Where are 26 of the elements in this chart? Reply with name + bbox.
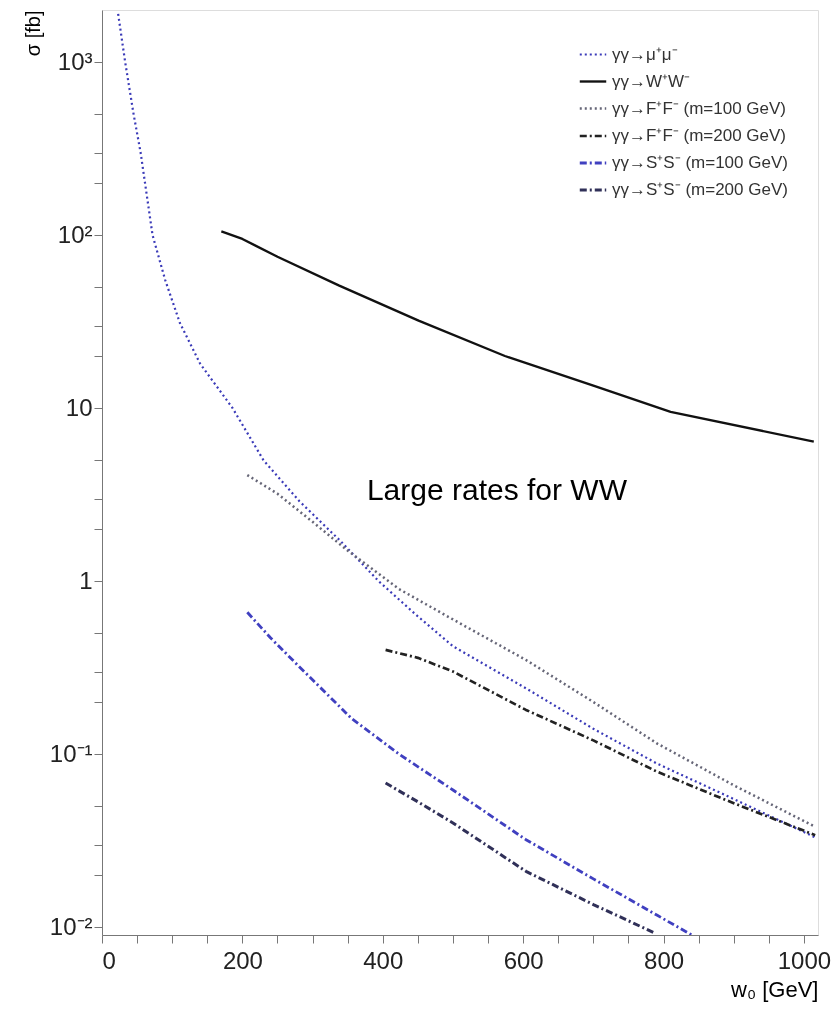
y-tick-label: 10 (65, 393, 93, 421)
legend-label: γγ→F⁺F⁻ (m=200 GeV) (612, 126, 787, 145)
x-tick-label: 200 (222, 946, 263, 974)
line-series (220, 230, 815, 443)
legend-label: γγ→F⁺F⁻ (m=100 GeV) (612, 98, 787, 118)
y-tick-label: 10² (57, 220, 93, 248)
legend-label: γγ→S⁺S⁻ (m=200 GeV) (612, 180, 788, 199)
line-series (245, 610, 694, 935)
y-tick-label: 1 (79, 566, 93, 594)
y-tick-label: 10³ (57, 47, 93, 75)
x-tick-label: 400 (363, 946, 404, 974)
x-tick-label: 600 (503, 946, 544, 974)
x-axis-title: w₀ [GeV] (730, 976, 819, 1002)
annotation: Large rates for WW (366, 473, 628, 506)
line-series (384, 781, 656, 935)
line-series (384, 648, 817, 837)
legend-label: γγ→W⁺W⁻ (612, 71, 691, 91)
line-series (117, 12, 817, 839)
x-tick-label: 0 (102, 946, 116, 974)
x-tick-label: 800 (644, 946, 685, 974)
x-tick-label: 1000 (777, 946, 832, 974)
legend-label: γγ→μ⁺μ⁻ (612, 44, 678, 64)
y-tick-label: 10⁻² (49, 912, 93, 940)
legend-label: γγ→S⁺S⁻ (m=100 GeV) (612, 153, 788, 172)
y-axis-title: σ [fb] (21, 10, 44, 57)
y-tick-label: 10⁻¹ (49, 739, 93, 767)
